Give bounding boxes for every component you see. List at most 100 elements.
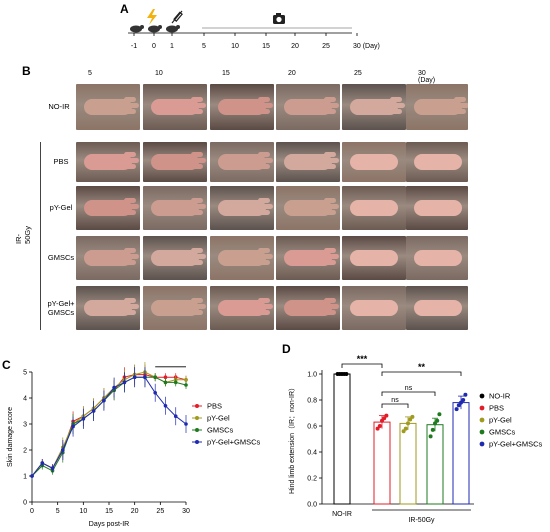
y-tick-label: 1.0: [307, 372, 317, 379]
panel-label-c: C: [2, 358, 11, 372]
panel-label-b: B: [22, 64, 31, 78]
panel-label-a: A: [120, 2, 129, 16]
camera-icon: [273, 13, 285, 24]
legend-label: PBS: [489, 404, 504, 413]
legend-label: GMSCs: [489, 428, 516, 437]
y-tick-label: 4: [23, 396, 27, 403]
timeline-tick-label: 15: [262, 43, 270, 50]
data-point: [102, 398, 106, 403]
significance-bracket: [381, 403, 409, 408]
paw-photo: [143, 236, 207, 280]
timeline-tick-label: 10: [231, 43, 239, 50]
y-axis-title: Skin damage score: [7, 407, 14, 467]
data-point: [153, 391, 157, 395]
paw-photo: [210, 236, 274, 280]
y-tick-label: 0.0: [307, 502, 317, 509]
data-point: [401, 429, 406, 434]
bar: [333, 373, 351, 505]
timeline-tick-label: 25: [322, 43, 330, 50]
syringe-icon: [171, 10, 183, 24]
paw-photo: [143, 186, 207, 230]
x-tick-label: 10: [79, 508, 87, 515]
legend-label: pY-Gel: [489, 416, 512, 425]
data-point: [132, 375, 137, 379]
photo-row-label: pY-Gel+ GMSCs: [47, 299, 75, 317]
data-point: [81, 417, 86, 421]
data-point: [375, 426, 380, 431]
paw-photo: [342, 236, 406, 280]
data-point: [163, 404, 168, 408]
data-point: [143, 375, 147, 379]
data-point: [382, 416, 387, 421]
timeline-tick-label: -1: [131, 43, 137, 50]
skin-damage-line-chart: 0 1 2 3 4 5 0 5 10 15 20 25 30 Days post-IR Skin damag…: [7, 362, 261, 528]
data-point: [461, 398, 466, 402]
paw-photo: [76, 142, 140, 182]
paw-photo: [406, 84, 468, 130]
radiation-bolt-icon: [147, 9, 157, 25]
data-point: [456, 403, 461, 408]
data-point: [61, 448, 65, 452]
mouse-icon: [130, 25, 180, 33]
data-point: [437, 412, 442, 417]
paw-photo: [210, 142, 274, 182]
y-tick-label: 0.2: [307, 476, 317, 483]
paw-photo: [406, 186, 468, 230]
y-axis-title: Hind limb extension（IR：non-IR）: [288, 384, 296, 494]
y-tick-label: 0.4: [307, 450, 317, 457]
paw-photo: [76, 286, 140, 330]
data-point: [454, 407, 459, 412]
timeline-tick-label: 1: [170, 43, 174, 50]
paw-photo: [276, 236, 340, 280]
significance-bracket: [341, 363, 383, 368]
data-point: [430, 427, 435, 432]
data-point: [91, 409, 96, 413]
paw-photo: [342, 142, 406, 182]
legend-marker: [479, 429, 485, 435]
y-tick-label: 3: [23, 422, 27, 429]
x-group-label: NO-IR: [332, 511, 352, 518]
legend-marker: [195, 416, 199, 420]
data-point: [184, 383, 188, 387]
y-tick-label: 0: [23, 500, 27, 507]
data-point: [163, 380, 168, 385]
data-point: [163, 375, 168, 379]
data-point: [112, 385, 116, 390]
paw-photo: [210, 84, 274, 130]
panel-label-d: D: [282, 342, 291, 356]
data-point: [344, 372, 349, 376]
data-point: [184, 422, 188, 426]
data-point: [459, 400, 463, 405]
legend-label: NO-IR: [489, 392, 511, 401]
paw-photo: [143, 286, 207, 330]
bar: [399, 422, 417, 505]
data-point: [30, 474, 34, 478]
paw-photo: [76, 84, 140, 130]
paw-photo: [210, 186, 274, 230]
data-point: [153, 375, 157, 379]
data-point: [384, 413, 389, 418]
paw-photo: [406, 286, 468, 330]
data-point: [377, 424, 382, 428]
data-point: [435, 418, 440, 423]
y-tick-label: 5: [23, 370, 27, 377]
significance-label: **: [418, 362, 426, 372]
data-point: [71, 424, 75, 429]
y-tick-label: 2: [23, 448, 27, 455]
group-bracket: [40, 142, 41, 330]
bar: [452, 402, 470, 505]
paw-photo: [76, 186, 140, 230]
paw-photo: [342, 286, 406, 330]
legend-marker: [479, 417, 485, 423]
photo-column-day-label: 5: [88, 70, 92, 77]
series-line: [31, 376, 187, 477]
timeline-tick-label: 5: [202, 43, 206, 50]
paw-photo: [276, 142, 340, 182]
legend-label: pY-Gel+GMSCs: [489, 440, 543, 449]
photo-column-day-label: 30 (Day): [418, 70, 436, 84]
data-point: [50, 466, 55, 470]
paw-photo: [76, 236, 140, 280]
x-tick-label: 5: [56, 508, 60, 515]
legend-marker: [479, 441, 485, 447]
legend-label: pY-Gel+GMSCs: [207, 438, 261, 447]
